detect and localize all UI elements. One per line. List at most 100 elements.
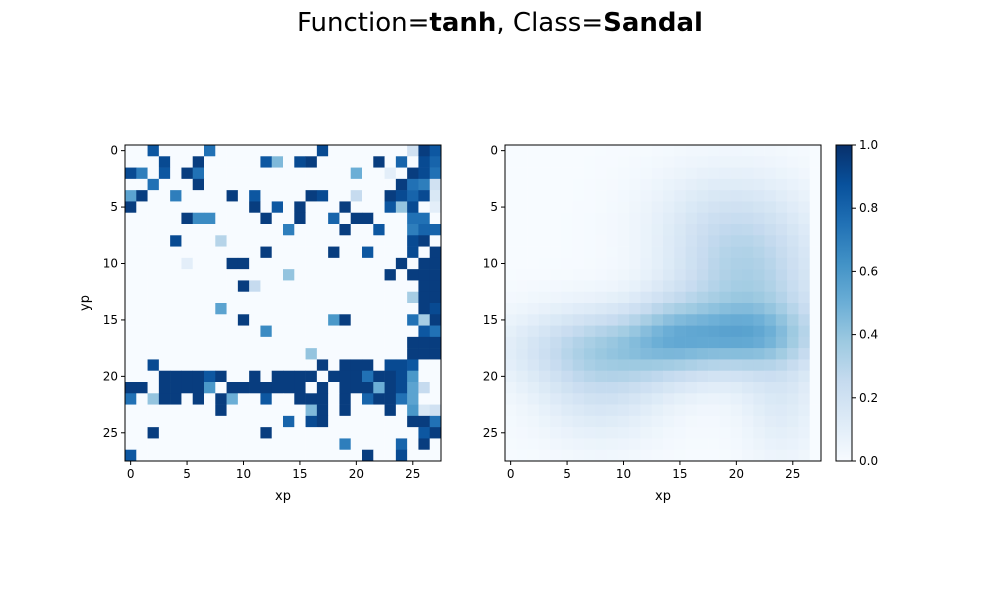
heatmap-cell bbox=[572, 404, 585, 417]
heatmap-cell bbox=[809, 314, 822, 326]
heatmap-cell bbox=[606, 269, 619, 281]
y-tick-label: 25 bbox=[483, 426, 498, 440]
heatmap-cell bbox=[260, 382, 273, 394]
heatmap-cell bbox=[640, 404, 653, 417]
heatmap-cell bbox=[305, 325, 318, 338]
heatmap-cell bbox=[505, 449, 517, 462]
heatmap-cell bbox=[640, 145, 653, 157]
heatmap-cell bbox=[429, 336, 442, 349]
heatmap-cell bbox=[663, 336, 675, 349]
heatmap-cell bbox=[572, 314, 585, 326]
heatmap-cell bbox=[395, 246, 408, 259]
heatmap-cell bbox=[192, 235, 205, 247]
heatmap-cell bbox=[764, 415, 777, 428]
heatmap-cell bbox=[629, 449, 641, 462]
heatmap-cell bbox=[674, 336, 686, 349]
heatmap-cell bbox=[136, 336, 148, 349]
heatmap-cell bbox=[527, 336, 540, 349]
heatmap-cell bbox=[204, 156, 216, 168]
heatmap-cell bbox=[283, 415, 295, 428]
heatmap-cell bbox=[339, 167, 352, 180]
heatmap-cell bbox=[192, 178, 205, 191]
heatmap-cell bbox=[429, 280, 442, 293]
heatmap-cell bbox=[294, 336, 306, 349]
heatmap-cell bbox=[584, 382, 596, 394]
heatmap-cell bbox=[271, 291, 284, 304]
heatmap-cell bbox=[192, 427, 205, 439]
heatmap-cell bbox=[809, 415, 822, 428]
heatmap-cell bbox=[561, 235, 574, 247]
heatmap-cell bbox=[136, 224, 148, 236]
heatmap-cell bbox=[362, 303, 374, 315]
heatmap-cell bbox=[584, 235, 596, 247]
heatmap-cell bbox=[753, 224, 765, 236]
heatmap-cell bbox=[339, 257, 352, 270]
heatmap-cell bbox=[550, 438, 562, 451]
heatmap-cell bbox=[226, 190, 239, 202]
heatmap-cell bbox=[316, 269, 329, 281]
heatmap-cell bbox=[663, 190, 675, 202]
heatmap-cell bbox=[550, 348, 562, 360]
heatmap-cell bbox=[629, 382, 641, 394]
heatmap-cell bbox=[775, 156, 788, 168]
heatmap-cell bbox=[640, 427, 653, 439]
heatmap-cell bbox=[125, 427, 137, 439]
heatmap-cell bbox=[384, 156, 397, 168]
heatmap-cell bbox=[147, 370, 160, 383]
heatmap-cell bbox=[538, 449, 551, 462]
heatmap-cell bbox=[147, 348, 160, 360]
heatmap-cell bbox=[237, 359, 250, 372]
heatmap-cell bbox=[617, 178, 630, 191]
x-axis-label: xp bbox=[275, 489, 291, 504]
heatmap-cell bbox=[328, 156, 340, 168]
heatmap-cell bbox=[204, 201, 216, 214]
heatmap-cell bbox=[696, 257, 709, 270]
heatmap-cell bbox=[395, 359, 408, 372]
heatmap-cell bbox=[606, 449, 619, 462]
heatmap-cell bbox=[685, 167, 698, 180]
heatmap-cell bbox=[674, 167, 686, 180]
heatmap-cell bbox=[764, 359, 777, 372]
heatmap-cell bbox=[125, 280, 137, 293]
x-tick-label: 0 bbox=[507, 467, 515, 481]
heatmap-cell bbox=[339, 415, 352, 428]
heatmap-cell bbox=[429, 178, 442, 191]
heatmap-cell bbox=[328, 303, 340, 315]
heatmap-cell bbox=[395, 427, 408, 439]
heatmap-cell bbox=[283, 404, 295, 417]
heatmap-cell bbox=[775, 235, 788, 247]
heatmap-cell bbox=[350, 348, 363, 360]
heatmap-cell bbox=[685, 269, 698, 281]
heatmap-cell bbox=[316, 393, 329, 405]
heatmap-cell bbox=[125, 212, 137, 225]
heatmap-cell bbox=[584, 280, 596, 293]
heatmap-cell bbox=[215, 269, 227, 281]
heatmap-cell bbox=[339, 156, 352, 168]
heatmap-cell bbox=[550, 190, 562, 202]
heatmap-cell bbox=[595, 156, 607, 168]
heatmap-cell bbox=[561, 370, 574, 383]
heatmap-cell bbox=[384, 404, 397, 417]
heatmap-cell bbox=[170, 314, 182, 326]
heatmap-cell bbox=[316, 325, 329, 338]
heatmap-cell bbox=[505, 201, 517, 214]
heatmap-cell bbox=[640, 178, 653, 191]
heatmap-cell bbox=[181, 269, 194, 281]
heatmap-cell bbox=[753, 257, 765, 270]
heatmap-cell bbox=[158, 449, 171, 462]
heatmap-cell bbox=[527, 257, 540, 270]
heatmap-cell bbox=[550, 404, 562, 417]
heatmap-cell bbox=[775, 167, 788, 180]
heatmap-cell bbox=[572, 348, 585, 360]
heatmap-cell bbox=[249, 415, 261, 428]
heatmap-cell bbox=[775, 201, 788, 214]
heatmap-cell bbox=[809, 291, 822, 304]
heatmap-cell bbox=[527, 178, 540, 191]
heatmap-cell bbox=[339, 291, 352, 304]
heatmap-cell bbox=[328, 291, 340, 304]
heatmap-cell bbox=[561, 269, 574, 281]
heatmap-cell bbox=[753, 145, 765, 157]
heatmap-cell bbox=[606, 427, 619, 439]
heatmap-cell bbox=[237, 280, 250, 293]
heatmap-cell bbox=[775, 415, 788, 428]
